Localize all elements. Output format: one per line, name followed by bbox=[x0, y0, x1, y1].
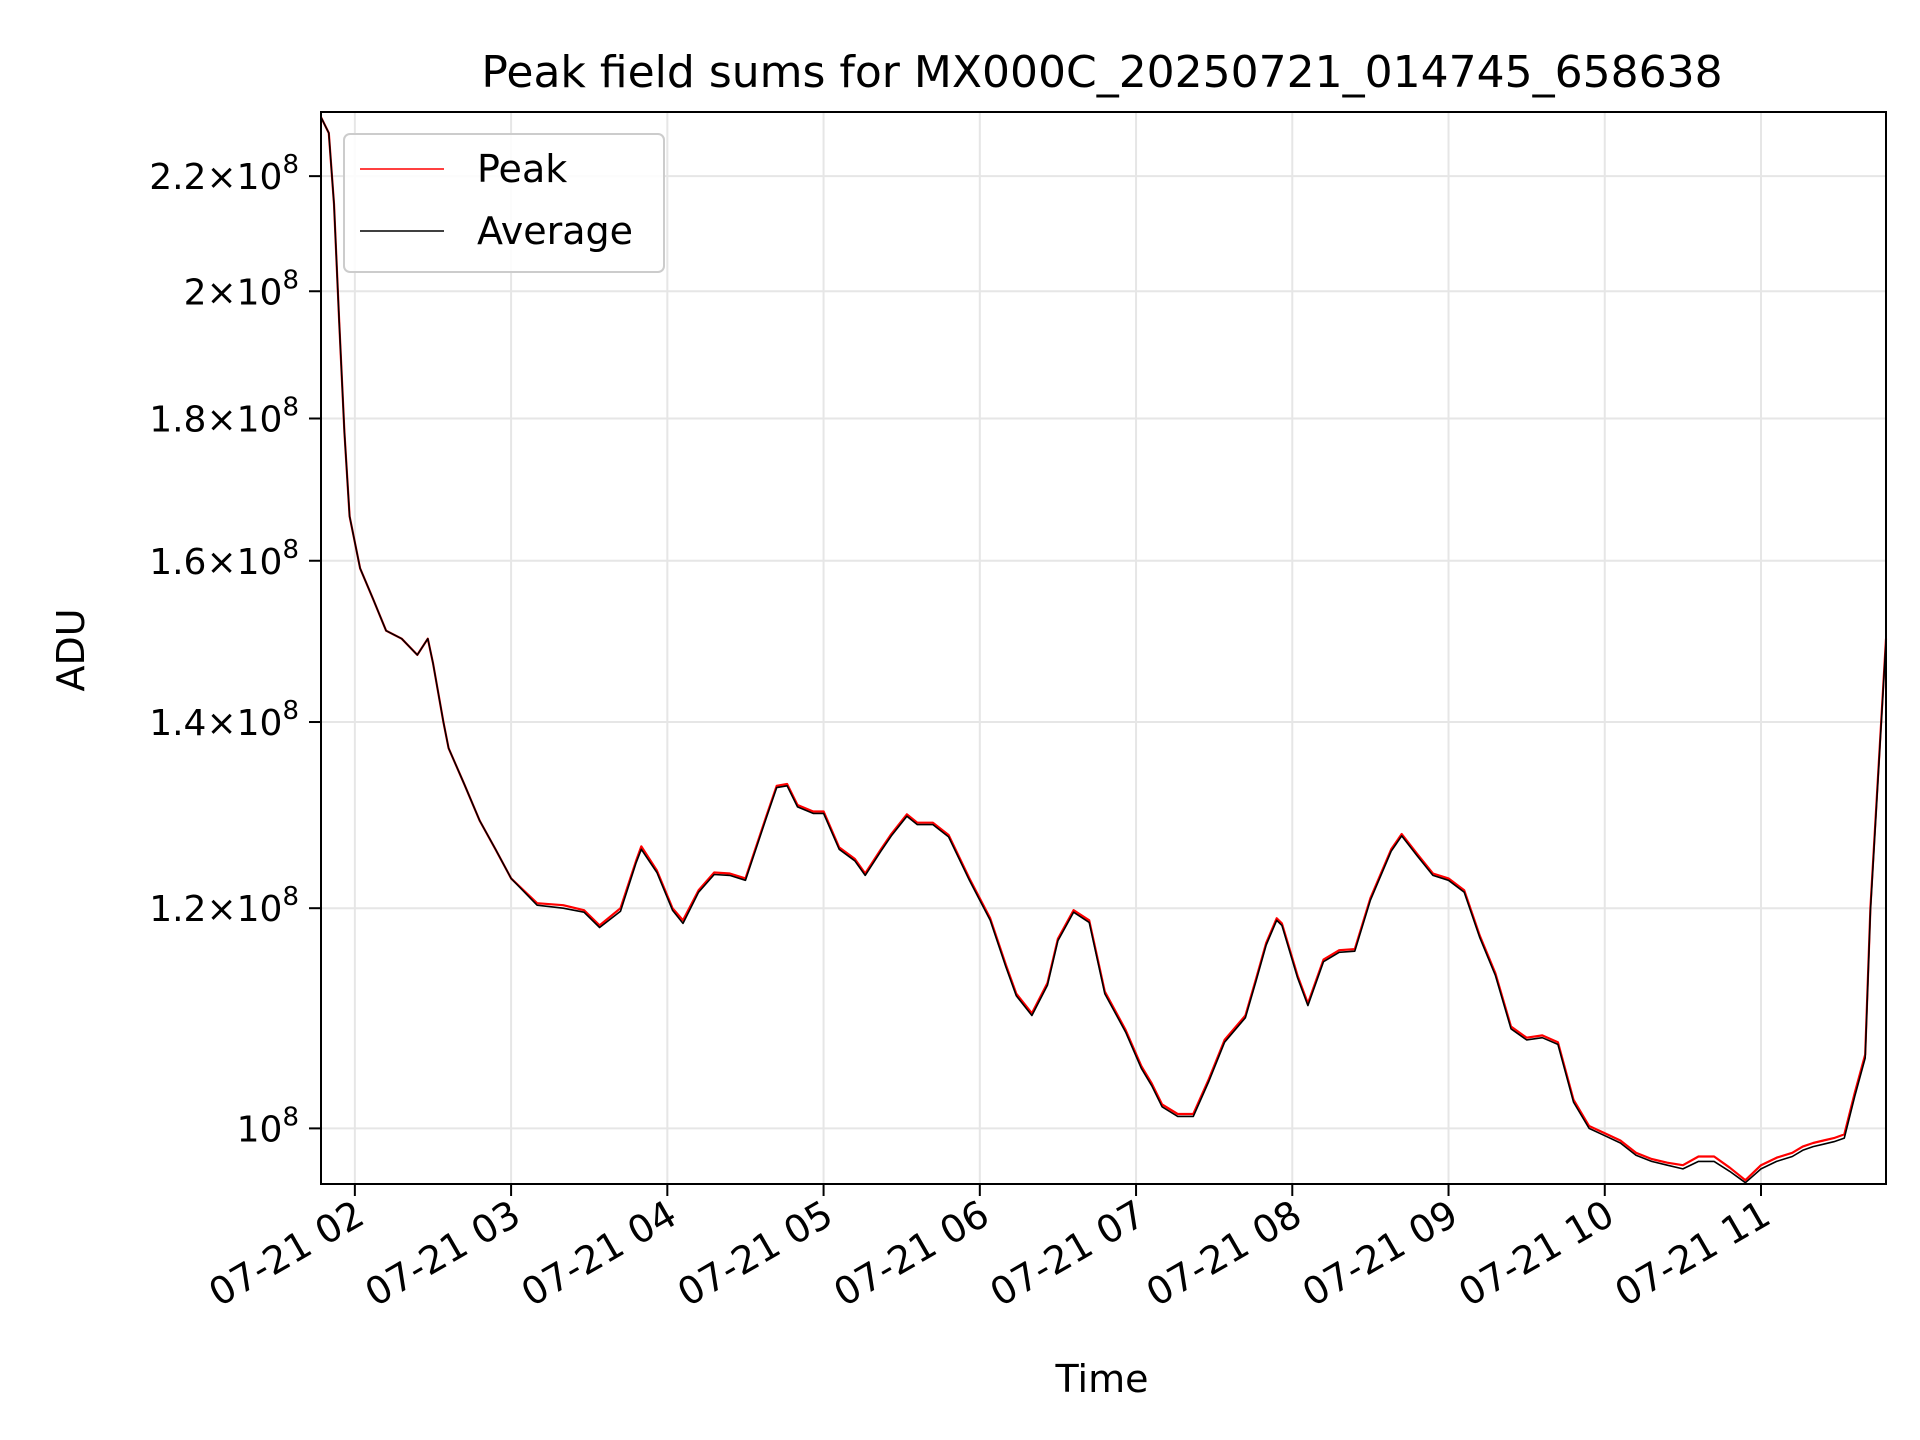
y-tick-times: × bbox=[206, 272, 236, 313]
y-tick-base: 10 bbox=[237, 1109, 283, 1150]
y-tick-exponent: 8 bbox=[282, 535, 299, 565]
series-layer bbox=[320, 116, 1888, 1184]
y-tick-base: 10 bbox=[237, 272, 283, 313]
y-tick-label: 1.2×108 bbox=[149, 882, 299, 930]
y-tick-label: 1.6×108 bbox=[149, 535, 299, 583]
y-tick-label: 108 bbox=[237, 1102, 299, 1150]
legend: Peak Average bbox=[343, 133, 665, 273]
grid bbox=[321, 112, 1886, 1184]
y-tick-times: × bbox=[206, 542, 236, 583]
y-tick-exponent: 8 bbox=[282, 150, 299, 180]
y-tick-times: × bbox=[206, 157, 236, 198]
chart-title: Peak field sums for MX000C_20250721_0147… bbox=[481, 47, 1722, 98]
y-tick-base: 10 bbox=[237, 157, 283, 198]
y-tick-base: 10 bbox=[237, 399, 283, 440]
series-line-peak bbox=[320, 116, 1888, 1182]
y-tick-label: 2×108 bbox=[184, 265, 299, 313]
y-tick-times: × bbox=[206, 889, 236, 930]
y-tick-mantissa: 2.2 bbox=[149, 157, 206, 198]
y-tick-base: 10 bbox=[237, 703, 283, 744]
y-axis: 1081.2×1081.4×1081.6×1081.8×1082×1082.2×… bbox=[149, 150, 321, 1150]
y-tick-exponent: 8 bbox=[282, 882, 299, 912]
y-tick-mantissa: 1.8 bbox=[149, 399, 206, 440]
y-tick-exponent: 8 bbox=[282, 265, 299, 295]
series-line-average bbox=[320, 116, 1887, 1184]
y-tick-times: × bbox=[206, 399, 236, 440]
x-axis-label: Time bbox=[1055, 1357, 1149, 1401]
y-tick-mantissa: 1.2 bbox=[149, 889, 206, 930]
y-tick-base: 10 bbox=[237, 889, 283, 930]
y-tick-mantissa: 2 bbox=[184, 272, 207, 313]
legend-peak-label: Peak bbox=[477, 147, 567, 191]
y-tick-mantissa: 1.4 bbox=[149, 703, 206, 744]
y-tick-label: 1.4×108 bbox=[149, 696, 299, 744]
y-tick-exponent: 8 bbox=[282, 392, 299, 422]
plot-frame bbox=[320, 111, 1887, 1185]
y-tick-label: 2.2×108 bbox=[149, 150, 299, 198]
y-tick-mantissa: 1.6 bbox=[149, 542, 206, 583]
legend-average-label: Average bbox=[477, 209, 633, 253]
y-tick-times: × bbox=[206, 703, 236, 744]
y-tick-exponent: 8 bbox=[282, 1102, 299, 1132]
y-tick-base: 10 bbox=[237, 542, 283, 583]
y-axis-label: ADU bbox=[49, 608, 93, 691]
y-tick-exponent: 8 bbox=[282, 696, 299, 726]
y-tick-label: 1.8×108 bbox=[149, 392, 299, 440]
